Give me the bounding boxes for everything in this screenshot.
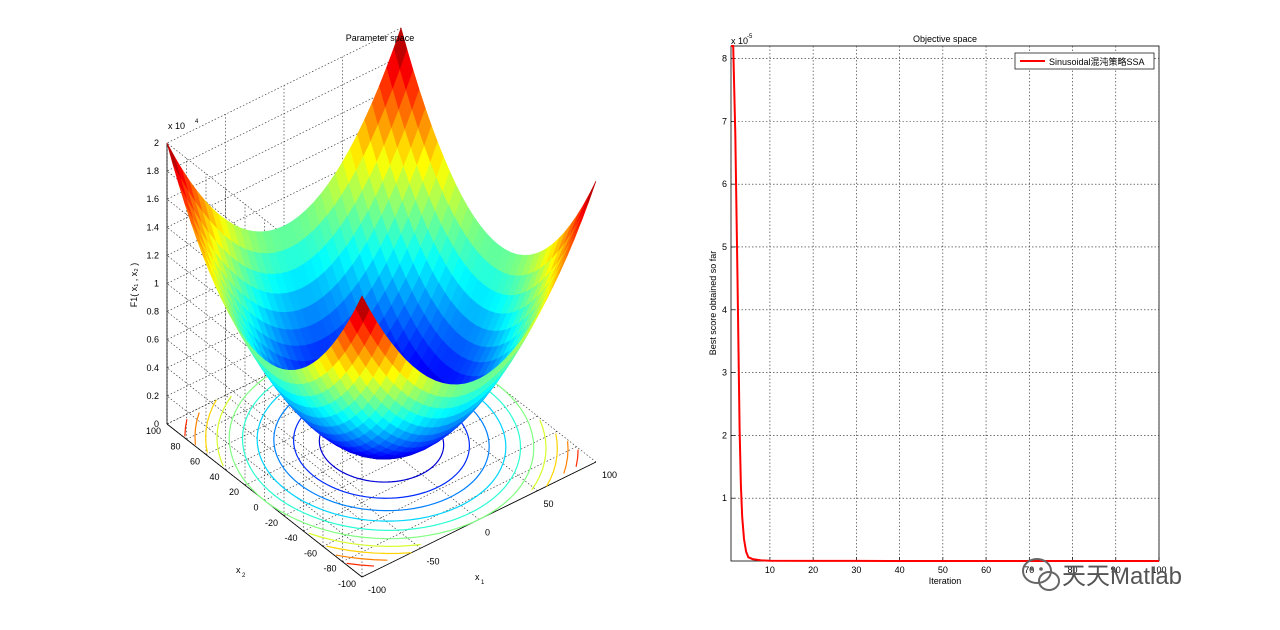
parameter-space-ticks: -100-50050100-100-80-60-40-2002040608010…: [146, 138, 617, 595]
y-tick-label: 1: [722, 493, 727, 503]
x-tick-label: 70: [1024, 565, 1034, 575]
z-exponent-power: 4: [195, 119, 199, 125]
x2-tick-label: -60: [304, 548, 317, 558]
x2-axis-subscript: 2: [242, 573, 246, 579]
contour-line: [546, 433, 558, 487]
contour-line: [575, 449, 579, 467]
contour-line: [216, 395, 232, 467]
objective-space-title: Objective space: [913, 34, 977, 44]
contour-line: [531, 419, 547, 491]
z-tick-label: 0.2: [146, 391, 159, 401]
x-tick-label: 50: [938, 565, 948, 575]
contour-line: [205, 399, 217, 453]
x-tick-label: 20: [808, 565, 818, 575]
x1-tick-label: 50: [544, 499, 554, 509]
iteration-axis-label: Iteration: [929, 576, 962, 586]
contour-line: [326, 545, 412, 555]
y-tick-label: 5: [722, 242, 727, 252]
y-tick-label: 8: [722, 54, 727, 64]
contour-line: [335, 554, 388, 561]
x1-tick-label: 100: [602, 470, 617, 480]
y-tick-label: 7: [722, 116, 727, 126]
objective-space-ticks: 10 20 30 40 50 60 70 80 90 100 1 2 3 4 5 6 7 8: [722, 54, 1167, 575]
legend-box: [1014, 52, 1155, 70]
contour-line: [194, 412, 200, 445]
best-score-axis-label: Best score obtained so far: [708, 251, 718, 356]
x-tick-label: 100: [1151, 565, 1166, 575]
x-tick-label: 80: [1068, 565, 1078, 575]
z-tick-label: 1.4: [146, 222, 159, 232]
x-tick-label: 90: [1111, 565, 1121, 575]
x2-tick-label: 80: [170, 441, 180, 451]
z-axis-label: F1( x₁ , x₂ ): [129, 263, 139, 308]
x2-tick-label: 20: [229, 487, 239, 497]
watermark: 天天Matlab: [1022, 558, 1182, 591]
x-tick-label: 10: [765, 565, 775, 575]
x-tick-label: 30: [851, 565, 861, 575]
y-tick-label: 3: [722, 368, 727, 378]
legend-entry-ssa: Sinusoidal混沌策略SSA: [1049, 56, 1145, 67]
y-exponent-power: -5: [747, 34, 753, 40]
x1-tick-label: -50: [427, 556, 440, 566]
contour-line: [184, 419, 188, 437]
parameter-space-plot: -100-50050100-100-80-60-40-2002040608010…: [129, 27, 617, 595]
x2-tick-label: 0: [253, 503, 258, 513]
z-tick-label: 1.8: [146, 166, 159, 176]
x2-tick-label: -100: [338, 579, 356, 589]
z-tick-label: 0: [154, 419, 159, 429]
z-tick-label: 1.2: [146, 250, 159, 260]
legend: Sinusoidal混沌策略SSA: [1014, 52, 1155, 70]
z-tick-label: 2: [154, 138, 159, 148]
y-tick-label: 2: [722, 430, 727, 440]
x2-tick-label: -20: [265, 518, 278, 528]
x2-tick-label: -40: [284, 533, 297, 543]
x2-tick-label: 60: [190, 457, 200, 467]
x1-tick-label: -100: [368, 585, 386, 595]
contour-line: [308, 532, 421, 547]
x2-axis-label: x: [236, 565, 241, 575]
y-tick-label: 6: [722, 179, 727, 189]
surface-mesh: [166, 27, 597, 460]
x1-tick-label: 0: [485, 528, 490, 538]
floor-grid-line: [342, 446, 577, 562]
z-tick-label: 0.8: [146, 307, 159, 317]
x2-tick-label: -80: [323, 564, 336, 574]
contour-line: [346, 562, 375, 567]
surface-patch: [355, 295, 370, 323]
watermark-text: 天天Matlab: [1062, 563, 1182, 590]
x-tick-label: 60: [981, 565, 991, 575]
y-exponent-base: x 10: [731, 36, 748, 46]
surface-patch: [582, 180, 597, 214]
y-tick-label: 4: [722, 305, 727, 315]
x-tick-label: 40: [895, 565, 905, 575]
parameter-space-title: Parameter space: [346, 33, 415, 43]
surface-patch: [576, 193, 591, 226]
objective-space-grid: [731, 46, 1160, 561]
wechat-icon: [1022, 558, 1060, 591]
z-tick-label: 1: [154, 279, 159, 289]
x2-tick-label: 100: [146, 426, 161, 436]
x1-axis-subscript: 1: [481, 580, 485, 586]
x1-axis-label: x: [475, 572, 480, 582]
convergence-curve: [731, 45, 1159, 562]
z-tick-label: 1.6: [146, 194, 159, 204]
contour-line: [563, 441, 569, 474]
objective-space-axes-box: [730, 45, 1160, 562]
x2-tick-label: 40: [209, 472, 219, 482]
z-tick-label: 0.6: [146, 335, 159, 345]
z-exponent-base: x 10: [168, 121, 185, 131]
objective-space-plot: 10 20 30 40 50 60 70 80 90 100 1 2 3 4 5 6 7 8 Objective …: [708, 34, 1167, 586]
z-tick-label: 0.4: [146, 363, 159, 373]
